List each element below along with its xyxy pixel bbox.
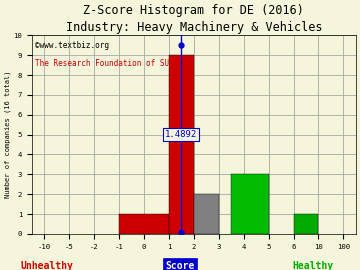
- Text: Unhealthy: Unhealthy: [21, 261, 73, 270]
- Bar: [194, 194, 219, 234]
- Bar: [169, 55, 194, 234]
- Bar: [119, 214, 169, 234]
- Bar: [293, 214, 319, 234]
- Y-axis label: Number of companies (16 total): Number of companies (16 total): [4, 71, 11, 198]
- Text: The Research Foundation of SUNY: The Research Foundation of SUNY: [35, 59, 179, 68]
- Text: ©www.textbiz.org: ©www.textbiz.org: [35, 41, 109, 50]
- Text: 1.4892: 1.4892: [165, 130, 197, 139]
- Bar: [231, 174, 269, 234]
- Title: Z-Score Histogram for DE (2016)
Industry: Heavy Machinery & Vehicles: Z-Score Histogram for DE (2016) Industry…: [66, 4, 322, 34]
- Text: Healthy: Healthy: [293, 261, 334, 270]
- Text: Score: Score: [165, 261, 195, 270]
